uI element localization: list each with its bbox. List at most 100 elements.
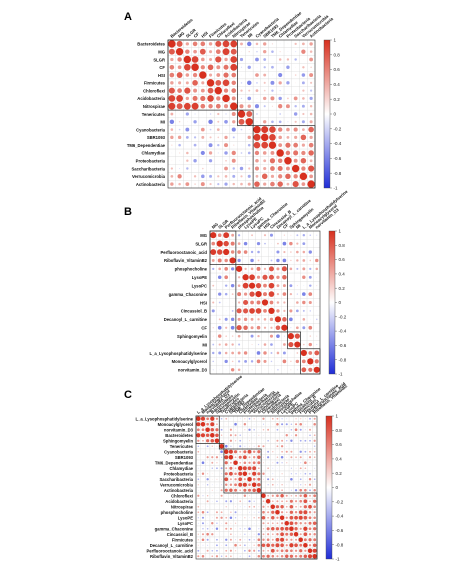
correlation-circle [197, 467, 199, 469]
correlation-circle [202, 160, 204, 162]
correlation-circle [280, 543, 284, 548]
correlation-circle [228, 471, 233, 476]
correlation-circle [298, 510, 303, 515]
row-label: HSI [200, 300, 207, 305]
correlation-circle [269, 334, 274, 338]
correlation-circle [216, 451, 218, 453]
correlation-circle [202, 489, 204, 491]
row-label: Saccharibacteria [159, 477, 193, 482]
correlation-circle [299, 488, 303, 492]
correlation-circle [212, 293, 214, 295]
correlation-circle [220, 450, 223, 454]
correlation-circle [211, 544, 213, 546]
colorbar-tick-label: 1 [339, 229, 342, 234]
correlation-circle [253, 440, 255, 442]
correlation-circle [256, 121, 258, 123]
correlation-circle [234, 434, 237, 437]
correlation-circle [208, 119, 213, 125]
correlation-circle [201, 428, 205, 432]
correlation-circle [254, 166, 260, 171]
correlation-circle [221, 484, 223, 486]
correlation-circle [257, 318, 260, 321]
correlation-circle [313, 445, 316, 447]
correlation-circle [243, 241, 248, 246]
correlation-circle [280, 532, 284, 537]
correlation-circle [277, 181, 283, 187]
correlation-circle [207, 555, 209, 557]
correlation-circle [290, 428, 293, 431]
correlation-circle [221, 423, 222, 425]
correlation-circle [185, 49, 190, 54]
correlation-circle [224, 488, 228, 492]
correlation-circle [263, 434, 264, 436]
correlation-circle [309, 135, 313, 139]
correlation-circle [267, 511, 270, 514]
correlation-circle [294, 549, 298, 552]
correlation-circle [231, 360, 234, 363]
correlation-circle [237, 334, 241, 338]
correlation-circle [206, 478, 209, 481]
column-label: CF [282, 222, 290, 230]
correlation-circle [270, 360, 273, 363]
correlation-circle [253, 544, 255, 546]
correlation-circle [242, 282, 249, 289]
correlation-circle [304, 450, 307, 453]
correlation-circle [168, 48, 175, 55]
correlation-circle [310, 81, 313, 84]
row-label: Proteobacteria [136, 159, 166, 164]
correlation-circle [225, 429, 227, 431]
correlation-circle [276, 309, 280, 313]
correlation-circle [303, 538, 307, 542]
correlation-circle [220, 555, 223, 557]
row-label: Decanoyl_L_carnitine [164, 317, 208, 322]
correlation-circle [255, 308, 262, 314]
correlation-circle [294, 434, 298, 437]
correlation-circle [279, 515, 285, 520]
colorbar-tick-label: 0.8 [334, 52, 341, 57]
correlation-circle [299, 543, 303, 547]
correlation-circle [193, 120, 197, 124]
correlation-circle [258, 511, 260, 513]
correlation-circle [289, 515, 294, 520]
correlation-circle [262, 533, 265, 536]
correlation-circle [207, 95, 214, 102]
correlation-circle [257, 450, 261, 454]
correlation-circle [285, 516, 288, 519]
correlation-circle [290, 234, 292, 236]
correlation-circle [301, 367, 307, 373]
correlation-circle [270, 96, 275, 101]
correlation-circle [298, 515, 303, 520]
correlation-circle [300, 134, 307, 141]
correlation-circle [232, 302, 234, 303]
row-label: phosphocholine [161, 510, 194, 515]
correlation-circle [171, 160, 173, 162]
correlation-circle [301, 73, 306, 77]
correlation-circle [262, 505, 265, 508]
correlation-circle [221, 462, 222, 464]
correlation-circle [281, 473, 283, 475]
correlation-circle [266, 527, 270, 531]
correlation-circle [170, 57, 174, 62]
colorbar-tick-label: -0.4 [334, 141, 342, 146]
correlation-circle [313, 478, 316, 481]
correlation-circle [304, 429, 306, 431]
correlation-circle [244, 528, 246, 530]
correlation-circle [245, 234, 246, 236]
correlation-circle [295, 326, 299, 330]
correlation-circle [307, 548, 313, 553]
correlation-circle [206, 439, 210, 443]
correlation-circle [249, 308, 255, 314]
correlation-circle [314, 473, 316, 475]
panel-c: C L_a_LysophosphatidylserineMonoacylglyce… [124, 374, 349, 562]
correlation-circle [313, 422, 316, 426]
correlation-circle [285, 538, 288, 541]
correlation-circle [248, 461, 251, 464]
correlation-circle [250, 258, 254, 263]
correlation-circle [215, 516, 218, 519]
correlation-circle [302, 233, 306, 237]
correlation-circle [295, 478, 297, 480]
correlation-circle [316, 243, 318, 245]
row-label: Sphingomyelin [163, 439, 193, 444]
correlation-circle [275, 325, 281, 331]
correlation-circle [253, 517, 255, 519]
